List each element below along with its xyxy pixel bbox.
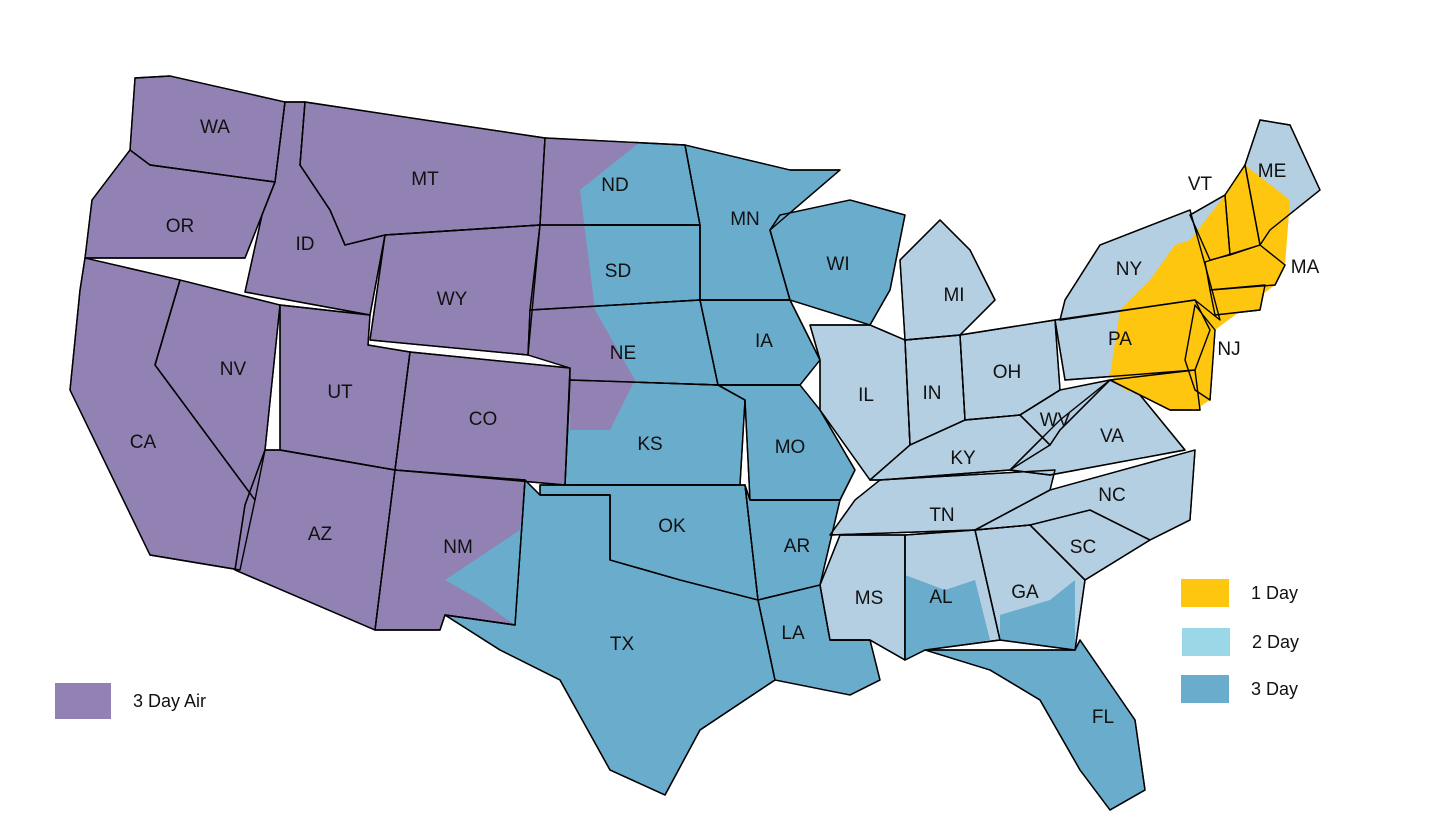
service-zone-overlay [1110, 165, 1290, 410]
state-label-va: VA [1100, 426, 1124, 447]
state-label-al: AL [929, 587, 952, 608]
legend-1-day: 1 Day [1181, 579, 1298, 607]
state-label-tn: TN [929, 505, 954, 526]
state-border [1224, 164, 1261, 256]
state-label-pa: PA [1108, 329, 1132, 350]
state-border [717, 384, 856, 501]
service-zone-overlay [445, 480, 525, 625]
state-label-co: CO [469, 409, 498, 430]
state-mi [899, 219, 996, 341]
state-label-mi: MI [943, 285, 964, 306]
state-label-az: AZ [308, 524, 333, 545]
state-label-nm: NM [443, 537, 473, 558]
state-label-nv: NV [220, 359, 247, 380]
state-label-fl: FL [1092, 707, 1114, 728]
state-label-tx: TX [610, 634, 635, 655]
state-label-wv: WV [1040, 410, 1071, 431]
state-label-oh: OH [993, 362, 1022, 383]
state-label-mt: MT [411, 169, 439, 190]
state-border [899, 219, 996, 341]
state-border [769, 199, 906, 326]
legend-3-day: 3 Day [1181, 675, 1298, 703]
state-border [1059, 209, 1221, 321]
state-label-ks: KS [637, 434, 662, 455]
legend-3-day-air: 3 Day Air [55, 683, 206, 719]
state-border [924, 639, 1146, 811]
state-label-in: IN [923, 383, 942, 404]
state-border [974, 449, 1196, 541]
state-label-nd: ND [601, 175, 628, 196]
state-label-ga: GA [1011, 582, 1039, 603]
state-label-ok: OK [658, 516, 686, 537]
legend-swatch-1-day [1181, 579, 1229, 607]
state-border [1109, 369, 1201, 411]
state-label-sd: SD [605, 261, 631, 282]
state-label-vt: VT [1188, 174, 1213, 195]
legend-label: 2 Day [1252, 631, 1300, 652]
state-label-or: OR [166, 216, 195, 237]
state-label-wi: WI [826, 254, 849, 275]
state-label-ma: MA [1291, 257, 1320, 278]
state-label-sc: SC [1070, 537, 1096, 558]
service-zone-overlay [528, 138, 640, 430]
state-label-wa: WA [200, 117, 230, 138]
state-label-ms: MS [855, 588, 884, 609]
legend-2-day: 2 Day [1182, 628, 1299, 656]
state-border [699, 299, 821, 386]
state-label-ny: NY [1116, 259, 1143, 280]
state-border [1209, 284, 1266, 316]
state-label-ky: KY [950, 448, 976, 469]
legend-label: 1 Day [1251, 582, 1299, 603]
state-label-ia: IA [755, 331, 773, 352]
state-label-il: IL [858, 385, 874, 406]
state-border [69, 257, 256, 571]
service-zone-overlay [1000, 580, 1075, 650]
state-label-me: ME [1258, 161, 1287, 182]
state-label-ut: UT [327, 382, 353, 403]
state-label-la: LA [781, 623, 805, 644]
legend-swatch-3-day [1181, 675, 1229, 703]
state-label-nc: NC [1098, 485, 1125, 506]
state-label-id: ID [296, 234, 315, 255]
state-label-mo: MO [775, 437, 806, 458]
legend-swatch-2-day [1182, 628, 1230, 656]
state-label-ca: CA [130, 432, 157, 453]
state-border [904, 529, 1001, 661]
legend-label: 3 Day Air [133, 690, 207, 711]
state-border [1184, 304, 1216, 401]
state-label-wy: WY [437, 289, 468, 310]
state-border [444, 479, 776, 796]
legend-label: 3 Day [1251, 678, 1299, 699]
state-label-nj: NJ [1217, 339, 1240, 360]
state-label-mn: MN [730, 209, 760, 230]
state-border [84, 149, 276, 259]
state-border [564, 379, 746, 486]
state-label-ar: AR [784, 536, 810, 557]
legend-swatch-3-day-air [55, 683, 111, 719]
service-zone-overlay [905, 575, 990, 660]
state-border [1019, 379, 1111, 446]
state-label-ne: NE [610, 343, 636, 364]
